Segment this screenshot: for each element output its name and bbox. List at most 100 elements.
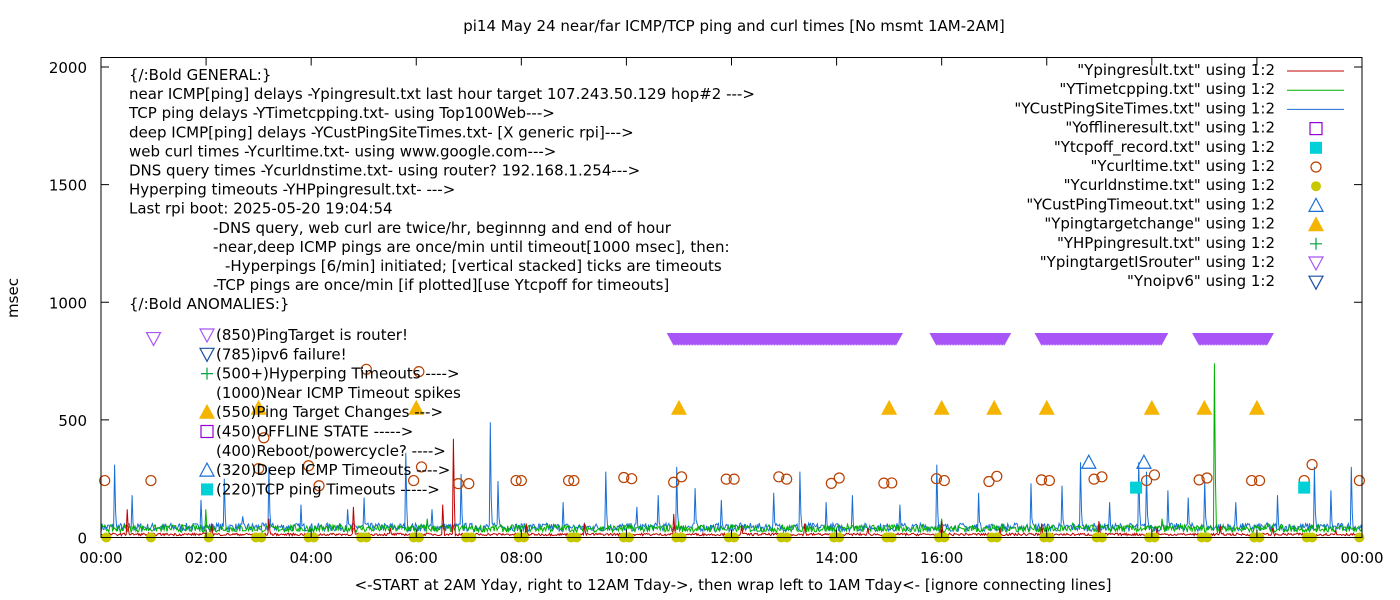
x-tick-label: 12:00 (710, 549, 753, 567)
note-line: -DNS query, web curl are twice/hr, begin… (213, 219, 672, 237)
target-change-marker (933, 399, 950, 415)
y-tick-label: 2000 (49, 59, 87, 77)
anomaly-label: (400)Reboot/powercycle? ----> (216, 442, 446, 460)
note-line: deep ICMP[ping] delays -YCustPingSiteTim… (129, 123, 634, 141)
y-tick-label: 0 (77, 530, 87, 548)
curl-marker (1253, 474, 1266, 487)
legend-label: "Ycurltime.txt" using 1:2 (1090, 157, 1275, 175)
anomaly-marker (198, 328, 216, 344)
tcpoff-marker (1298, 481, 1311, 494)
anomaly-label: (550)Ping Target Changes ---> (216, 403, 443, 421)
curl-marker (413, 366, 425, 378)
x-tick-label: 00:00 (79, 549, 122, 567)
target-change-marker (408, 399, 425, 415)
x-tick-label: 06:00 (395, 549, 438, 567)
legend-label: "Yofflineresult.txt" using 1:2 (1065, 119, 1275, 137)
legend-label: "Ypingresult.txt" using 1:2 (1077, 61, 1275, 79)
router-band-marker (997, 332, 1012, 346)
curl-marker (1043, 474, 1055, 487)
anomaly-label: (450)OFFLINE STATE -----> (216, 423, 413, 441)
curl-marker (773, 471, 785, 483)
curl-marker (668, 476, 680, 488)
legend-marker (1310, 141, 1322, 154)
anomaly-marker (201, 483, 213, 496)
legend-marker (1310, 161, 1322, 173)
x-tick-label: 18:00 (1025, 549, 1068, 567)
curl-marker (675, 471, 688, 483)
legend-marker (1310, 237, 1322, 250)
note-line: Last rpi boot: 2025-05-20 19:04:54 (129, 200, 393, 218)
router-point-marker (145, 331, 162, 347)
curl-marker (1148, 469, 1161, 481)
curl-marker (1096, 471, 1108, 483)
target-change-marker (1196, 399, 1213, 415)
deep-timeout-marker (1135, 453, 1152, 469)
curl-marker (626, 473, 638, 485)
curl-marker (463, 478, 475, 490)
curl-marker (515, 474, 527, 487)
curl-marker (563, 474, 575, 487)
target-change-marker (1038, 399, 1055, 415)
chart-title: pi14 May 24 near/far ICMP/TCP ping and c… (463, 17, 1005, 35)
target-change-marker (670, 399, 687, 415)
curl-marker (991, 470, 1003, 482)
curl-marker (720, 473, 732, 485)
target-change-marker (1143, 399, 1160, 415)
target-change-marker (250, 399, 267, 415)
anomaly-label: (500+)Hyperping Timeouts ----> (216, 365, 460, 383)
curl-marker (833, 472, 845, 484)
curl-marker (1140, 474, 1153, 487)
legend-label: "YHPpingresult.txt" using 1:2 (1057, 234, 1275, 252)
router-band-marker (1259, 332, 1274, 346)
x-tick-label: 14:00 (815, 549, 858, 567)
anomaly-marker (198, 461, 216, 477)
legend-label: "YCustPingTimeout.txt" using 1:2 (1026, 195, 1275, 213)
curl-marker (258, 432, 270, 444)
anomaly-label: (850)PingTarget is router! (216, 326, 408, 344)
legend-marker (1307, 216, 1325, 232)
y-tick-label: 1500 (49, 177, 87, 195)
y-axis-label: msec (4, 278, 22, 318)
anomaly-marker (200, 424, 214, 439)
x-tick-label: 16:00 (920, 549, 963, 567)
x-tick-label: 20:00 (1130, 549, 1173, 567)
target-change-marker (986, 399, 1003, 415)
note-line: Hyperping timeouts -YHPpingresult.txt- -… (129, 181, 455, 199)
curl-marker (415, 461, 428, 473)
router-band-marker (888, 332, 903, 346)
x-tick-label: 22:00 (1235, 549, 1278, 567)
x-tick-label: 00:00 (1340, 549, 1383, 567)
legend-marker (1307, 256, 1325, 272)
legend-label: "Ypingtargetchange" using 1:2 (1044, 215, 1275, 233)
curl-marker (1088, 473, 1100, 485)
legend-marker (1307, 197, 1325, 212)
curl-marker (618, 471, 630, 484)
anomaly-label: (785)ipv6 failure! (216, 345, 347, 363)
router-band-marker (1154, 332, 1169, 346)
note-line: TCP ping delays -YTimetcpping.txt- using… (128, 104, 555, 122)
curl-marker (1246, 474, 1258, 487)
note-line: web curl times -Ycurltime.txt- using www… (129, 142, 556, 160)
note-line: {/:Bold ANOMALIES:} (129, 295, 289, 313)
tcpoff-marker (1130, 481, 1143, 494)
y-tick-label: 500 (58, 412, 87, 430)
curl-marker (1306, 458, 1318, 471)
legend: "Ypingresult.txt" using 1:2"YTimetcpping… (1014, 61, 1344, 291)
curl-marker (930, 473, 943, 485)
legend-marker (1309, 121, 1323, 136)
curl-marker (878, 477, 890, 489)
curl-marker (253, 462, 265, 475)
note-line: -Hyperpings [6/min] initiated; [vertical… (225, 257, 722, 275)
x-tick-label: 02:00 (184, 549, 227, 567)
curl-marker (99, 474, 111, 487)
anomaly-marker (201, 367, 213, 380)
curl-marker (145, 474, 157, 487)
note-line: -TCP pings are once/min [if plotted][use… (213, 276, 669, 294)
deep-timeout-marker (1080, 453, 1097, 469)
note-line: {/:Bold GENERAL:} (129, 66, 271, 84)
anomaly-label: (220)TCP ping Timeouts -----> (216, 480, 440, 498)
curl-marker (825, 477, 837, 489)
anomaly-marker (198, 403, 216, 419)
